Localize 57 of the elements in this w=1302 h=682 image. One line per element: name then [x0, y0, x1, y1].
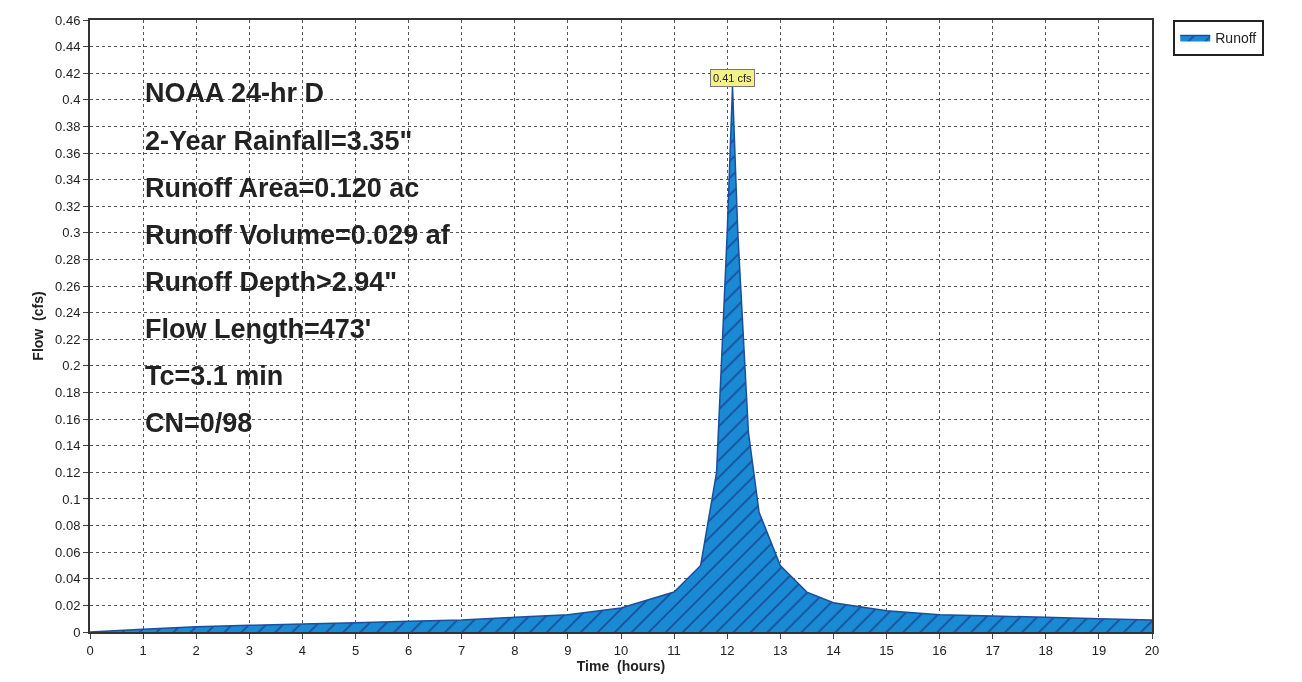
y-tick-label: 0.12 — [55, 464, 81, 480]
x-tick-label: 19 — [1091, 642, 1107, 658]
annotation: Runoff Depth>2.94" — [145, 267, 398, 297]
y-tick-label: 0.16 — [55, 411, 81, 427]
x-tick-label: 0 — [86, 642, 94, 658]
y-tick-label: 0.46 — [55, 12, 81, 28]
y-tick-label: 0.02 — [55, 597, 81, 613]
y-tick-label: 0.4 — [62, 92, 81, 108]
x-tick-label: 10 — [613, 642, 629, 658]
y-tick-label: 0.24 — [55, 305, 81, 321]
x-tick-label: 11 — [667, 642, 681, 658]
x-tick-label: 3 — [245, 642, 253, 658]
x-tick-label: 2 — [192, 642, 200, 658]
legend-label: Runoff — [1215, 30, 1257, 47]
y-tick-label: 0.08 — [55, 518, 81, 534]
x-tick-label: 18 — [1038, 642, 1054, 658]
annotation: 0.41 cfs — [713, 72, 753, 84]
annotation: Runoff Area=0.120 ac — [145, 173, 420, 203]
annotation: Flow Length=473' — [145, 314, 372, 344]
x-tick-label: 20 — [1144, 642, 1160, 658]
y-tick-label: 0.06 — [55, 544, 81, 560]
x-tick-label: 9 — [564, 642, 572, 658]
y-tick-label: 0.18 — [55, 385, 81, 401]
x-tick-label: 17 — [985, 642, 1000, 658]
y-tick-label: 0.32 — [55, 198, 81, 214]
y-tick-label: 0.04 — [55, 571, 81, 587]
x-tick-label: 15 — [879, 642, 894, 658]
annotation: 2-Year Rainfall=3.35" — [145, 126, 413, 156]
y-tick-label: 0.38 — [55, 118, 81, 134]
y-tick-label: 0.3 — [62, 225, 81, 241]
x-tick-label: 13 — [773, 642, 788, 658]
x-tick-label: 5 — [351, 642, 360, 658]
y-tick-label: 0.1 — [62, 491, 81, 507]
y-tick-label: 0.28 — [55, 252, 81, 268]
x-tick-label: 4 — [298, 642, 307, 658]
x-tick-label: 7 — [458, 642, 466, 658]
y-tick-label: 0.22 — [55, 331, 81, 347]
y-tick-label: 0.36 — [55, 145, 81, 161]
x-axis-title: Time (hours) — [576, 657, 666, 674]
x-tick-label: 6 — [404, 642, 413, 658]
annotation: Runoff Volume=0.029 af — [145, 220, 451, 250]
x-tick-label: 12 — [719, 642, 735, 658]
x-tick-label: 16 — [932, 642, 947, 658]
y-axis-title: Flow (cfs) — [30, 291, 47, 361]
y-tick-label: 0.34 — [55, 172, 81, 188]
y-tick-label: 0.42 — [55, 65, 81, 81]
y-tick-label: 0.14 — [55, 438, 81, 454]
annotation: NOAA 24-hr D — [145, 78, 325, 108]
x-tick-label: 14 — [826, 642, 841, 658]
y-tick-label: 0 — [73, 624, 81, 640]
annotation: Tc=3.1 min — [145, 361, 284, 391]
x-tick-label: 1 — [139, 642, 147, 658]
y-tick-label: 0.26 — [55, 278, 81, 294]
annotation: CN=0/98 — [145, 408, 253, 438]
x-tick-label: 8 — [511, 642, 519, 658]
y-tick-label: 0.2 — [62, 358, 81, 374]
y-tick-label: 0.44 — [55, 39, 81, 55]
